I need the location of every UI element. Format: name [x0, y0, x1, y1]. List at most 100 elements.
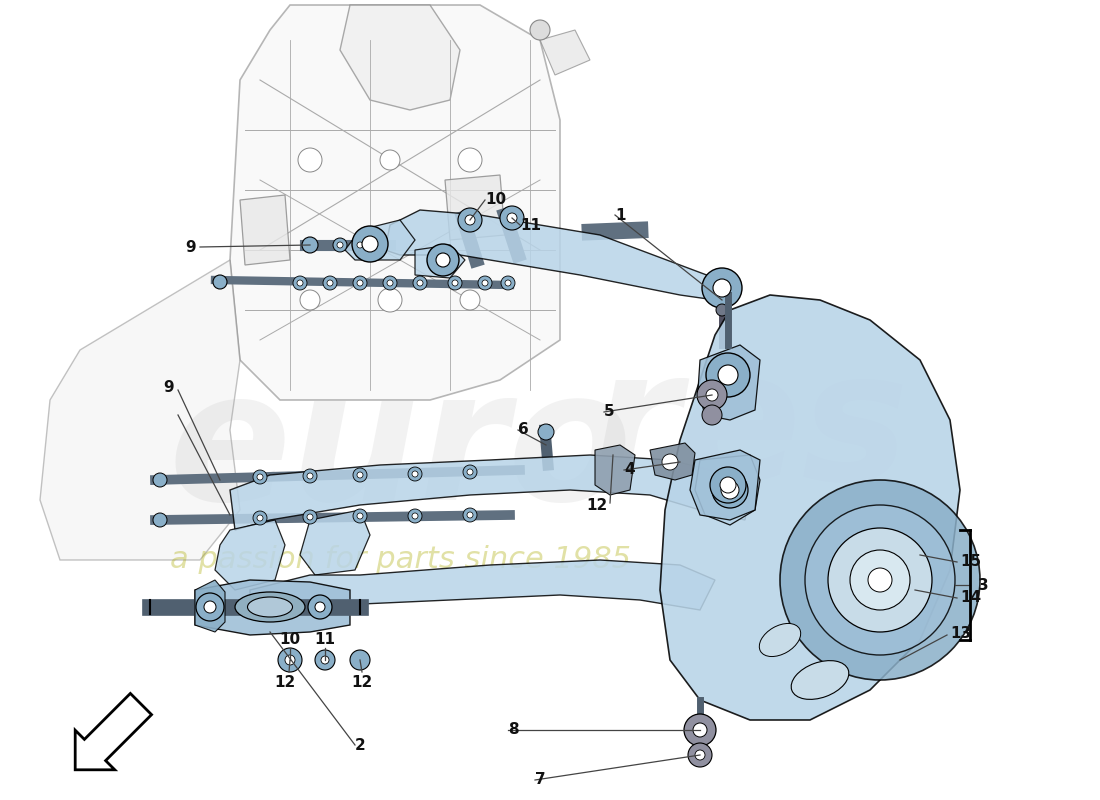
Circle shape	[828, 528, 932, 632]
Text: 11: 11	[520, 218, 541, 233]
Circle shape	[702, 268, 743, 308]
Polygon shape	[230, 5, 560, 400]
Circle shape	[706, 353, 750, 397]
Ellipse shape	[791, 661, 849, 699]
Circle shape	[662, 454, 678, 470]
Polygon shape	[195, 580, 350, 635]
Circle shape	[718, 365, 738, 385]
Circle shape	[213, 275, 227, 289]
Circle shape	[710, 467, 746, 503]
Circle shape	[850, 550, 910, 610]
Text: 1: 1	[615, 207, 626, 222]
Circle shape	[463, 465, 477, 479]
Circle shape	[293, 276, 307, 290]
Circle shape	[468, 469, 473, 475]
Circle shape	[358, 280, 363, 286]
Text: 13: 13	[950, 626, 971, 641]
Polygon shape	[540, 30, 590, 75]
Circle shape	[253, 470, 267, 484]
Circle shape	[383, 276, 397, 290]
Circle shape	[204, 601, 216, 613]
Circle shape	[468, 512, 473, 518]
Circle shape	[350, 650, 370, 670]
Polygon shape	[230, 455, 750, 530]
Circle shape	[302, 469, 317, 483]
Circle shape	[353, 276, 367, 290]
Circle shape	[720, 477, 736, 493]
Circle shape	[302, 237, 318, 253]
Polygon shape	[340, 5, 460, 110]
Circle shape	[315, 602, 324, 612]
Text: 9: 9	[186, 239, 196, 254]
Polygon shape	[695, 455, 760, 525]
Circle shape	[458, 208, 482, 232]
Circle shape	[530, 20, 550, 40]
Polygon shape	[345, 220, 415, 260]
Circle shape	[500, 276, 515, 290]
Circle shape	[379, 150, 400, 170]
Text: 2: 2	[355, 738, 365, 753]
Circle shape	[427, 244, 459, 276]
Circle shape	[500, 206, 524, 230]
Circle shape	[378, 288, 402, 312]
Circle shape	[307, 473, 314, 479]
Circle shape	[482, 280, 488, 286]
Circle shape	[805, 505, 955, 655]
Circle shape	[352, 226, 388, 262]
Circle shape	[362, 236, 378, 252]
Circle shape	[153, 473, 167, 487]
Circle shape	[458, 148, 482, 172]
Circle shape	[408, 467, 422, 481]
Polygon shape	[214, 520, 285, 590]
Polygon shape	[446, 175, 505, 240]
Circle shape	[716, 304, 728, 316]
Text: res: res	[591, 342, 910, 518]
Polygon shape	[300, 510, 370, 575]
Text: 12: 12	[274, 675, 296, 690]
Circle shape	[452, 280, 458, 286]
Circle shape	[353, 468, 367, 482]
Circle shape	[720, 481, 739, 499]
Circle shape	[315, 650, 336, 670]
Circle shape	[412, 276, 427, 290]
Circle shape	[302, 510, 317, 524]
Polygon shape	[250, 560, 715, 615]
Circle shape	[684, 714, 716, 746]
Ellipse shape	[235, 592, 305, 622]
Text: 10: 10	[485, 193, 506, 207]
Circle shape	[285, 655, 295, 665]
Circle shape	[412, 471, 418, 477]
Text: 12: 12	[351, 675, 373, 690]
Circle shape	[321, 656, 329, 664]
Text: 3: 3	[978, 578, 989, 593]
Circle shape	[153, 513, 167, 527]
Polygon shape	[595, 445, 635, 495]
Circle shape	[327, 280, 333, 286]
Circle shape	[868, 568, 892, 592]
Circle shape	[298, 148, 322, 172]
Polygon shape	[650, 443, 695, 480]
Circle shape	[465, 215, 475, 225]
Circle shape	[257, 474, 263, 480]
Polygon shape	[690, 450, 760, 520]
Circle shape	[460, 290, 480, 310]
Circle shape	[780, 480, 980, 680]
Circle shape	[436, 253, 450, 267]
Text: 15: 15	[960, 554, 981, 570]
Circle shape	[463, 508, 477, 522]
Circle shape	[333, 238, 346, 252]
Ellipse shape	[759, 623, 801, 657]
Text: 5: 5	[604, 405, 615, 419]
Circle shape	[408, 509, 422, 523]
Polygon shape	[698, 345, 760, 420]
Circle shape	[702, 405, 722, 425]
Text: 11: 11	[315, 632, 336, 647]
Polygon shape	[415, 245, 465, 278]
Circle shape	[278, 648, 303, 672]
Text: 12: 12	[586, 498, 608, 513]
Circle shape	[538, 424, 554, 440]
Circle shape	[688, 743, 712, 767]
Text: 4: 4	[624, 462, 635, 478]
Text: 9: 9	[164, 379, 174, 394]
Text: a passion for parts since 1985: a passion for parts since 1985	[169, 546, 630, 574]
